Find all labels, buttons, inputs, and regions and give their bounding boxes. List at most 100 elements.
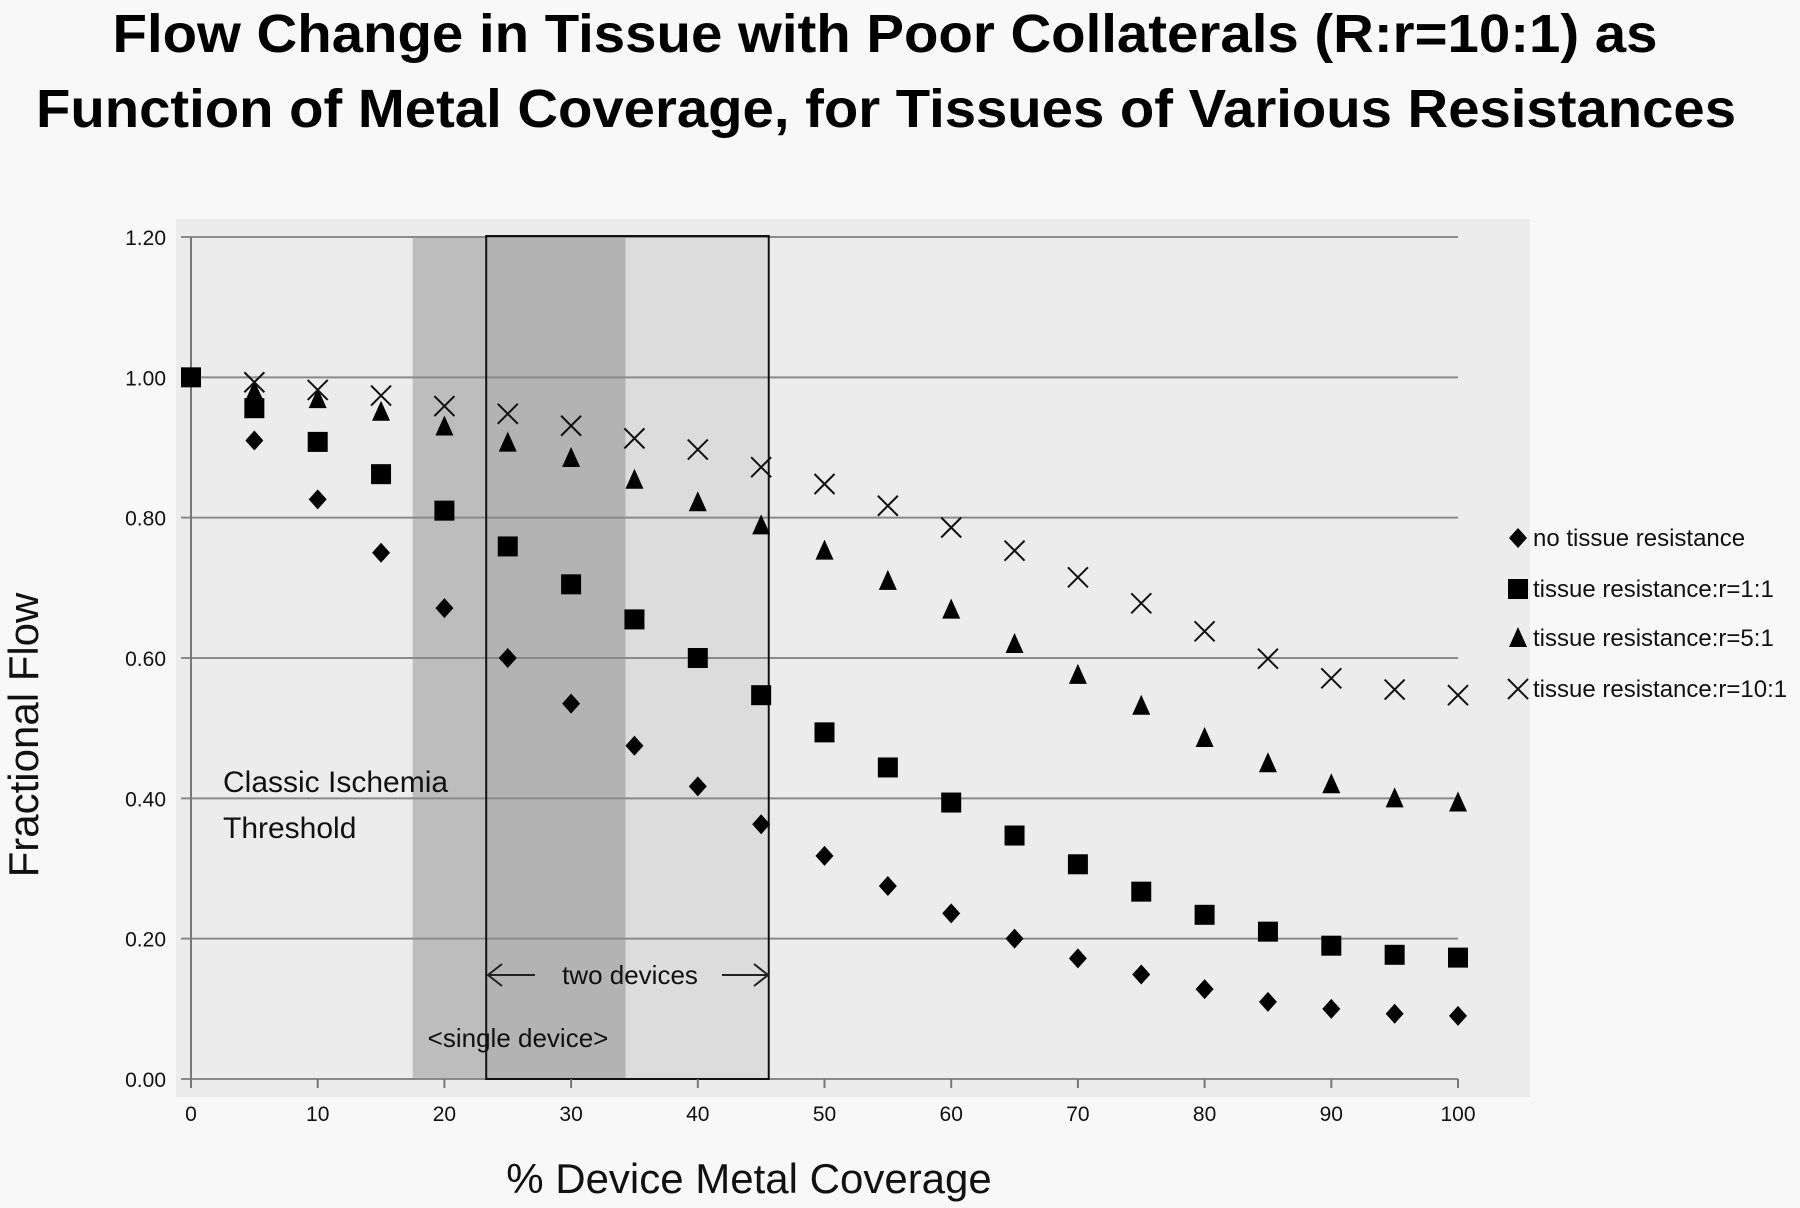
data-point-x xyxy=(1320,667,1343,690)
data-point-square xyxy=(434,500,455,521)
data-point-diamond xyxy=(1132,964,1151,985)
x-tick-label: 60 xyxy=(940,1103,963,1126)
data-point-x xyxy=(623,427,646,450)
data-point-diamond xyxy=(1449,1005,1467,1026)
data-points xyxy=(181,367,1469,1026)
y-tick-label: 0.00 xyxy=(125,1069,166,1092)
data-point-triangle xyxy=(878,569,897,590)
data-point-x xyxy=(497,403,519,425)
data-point-x xyxy=(370,384,392,407)
y-tick-label: 0.60 xyxy=(125,648,166,671)
y-axis-title: Fractional Flow xyxy=(0,592,47,877)
data-point-diamond xyxy=(245,430,264,451)
data-point-square xyxy=(814,722,835,743)
data-point-diamond xyxy=(688,776,707,797)
data-point-x xyxy=(1447,684,1469,706)
legend-item: tissue resistance:r=1:1 xyxy=(1508,576,1774,603)
series-diamond xyxy=(245,430,1467,1026)
data-point-diamond xyxy=(435,598,454,619)
data-point-triangle xyxy=(1449,791,1467,812)
data-point-square xyxy=(1321,935,1342,956)
data-point-x xyxy=(433,395,456,417)
data-point-x xyxy=(1383,678,1406,701)
data-point-square xyxy=(307,431,328,452)
data-point-square xyxy=(1448,947,1468,968)
data-point-square xyxy=(624,609,645,630)
x-tick-label: 30 xyxy=(559,1103,582,1126)
ischemia-threshold-label-line-2: Threshold xyxy=(223,812,356,845)
x-tick-label: 80 xyxy=(1193,1103,1216,1126)
x-tick-label: 100 xyxy=(1440,1103,1475,1126)
data-point-triangle xyxy=(815,539,834,560)
legend-item: tissue resistance:r=5:1 xyxy=(1509,625,1774,652)
arrow-left-icon xyxy=(486,963,503,987)
data-point-diamond xyxy=(372,542,391,563)
x-tick-labels: 0 10 20 30 40 50 60 70 80 90 100 xyxy=(185,1103,1475,1126)
data-point-triangle xyxy=(1258,752,1277,773)
data-point-square xyxy=(1067,854,1088,875)
data-point-diamond xyxy=(942,903,961,924)
data-point-diamond xyxy=(562,693,581,714)
data-point-square xyxy=(1131,881,1152,902)
data-point-square xyxy=(371,464,392,485)
data-point-diamond xyxy=(1258,991,1277,1012)
data-point-x xyxy=(306,379,329,401)
chart-title-line-1: Flow Change in Tissue with Poor Collater… xyxy=(113,4,1658,64)
data-point-square xyxy=(1384,944,1405,965)
data-point-square xyxy=(751,685,772,706)
legend-label: no tissue resistance xyxy=(1533,525,1745,552)
data-point-triangle xyxy=(1322,773,1341,794)
legend-marker-diamond-icon xyxy=(1509,528,1527,548)
x-tick-label: 50 xyxy=(813,1103,836,1126)
data-point-x xyxy=(1067,566,1089,589)
data-point-x xyxy=(1003,539,1026,562)
data-point-diamond xyxy=(625,735,644,756)
y-tick-label: 0.80 xyxy=(125,508,166,531)
legend-marker-square-icon xyxy=(1508,579,1528,599)
data-point-triangle xyxy=(435,415,454,436)
x-tick-label: 70 xyxy=(1066,1103,1089,1126)
legend-item: no tissue resistance xyxy=(1509,525,1745,552)
data-point-triangle xyxy=(625,468,644,489)
data-point-diamond xyxy=(1385,1003,1404,1024)
legend-marker-x-icon xyxy=(1507,678,1529,700)
data-point-diamond xyxy=(1005,928,1024,949)
data-point-triangle xyxy=(752,514,771,535)
y-tick-label: 1.00 xyxy=(125,367,166,390)
data-point-square xyxy=(687,648,708,668)
data-point-diamond xyxy=(1068,948,1087,969)
data-point-x xyxy=(750,456,772,478)
data-point-triangle xyxy=(245,380,264,401)
y-tick-label: 1.20 xyxy=(125,227,166,250)
data-point-square xyxy=(1257,921,1278,942)
y-tick-label: 0.40 xyxy=(125,788,166,811)
data-point-x xyxy=(813,473,836,495)
x-tick-label: 10 xyxy=(306,1103,329,1126)
series-square xyxy=(181,367,1468,968)
data-point-triangle xyxy=(1068,663,1087,684)
two-devices-label: two devices xyxy=(562,960,698,990)
data-point-triangle xyxy=(498,431,517,452)
legend-item: tissue resistance:r=10:1 xyxy=(1507,676,1787,703)
two-devices-annotation: two devices xyxy=(486,960,770,990)
legend-label: tissue resistance:r=10:1 xyxy=(1533,676,1787,703)
legend-label: tissue resistance:r=1:1 xyxy=(1533,576,1774,603)
data-point-diamond xyxy=(878,876,897,897)
data-point-x xyxy=(687,438,709,461)
single-device-label: <single device> xyxy=(428,1023,609,1053)
series-x xyxy=(243,371,1469,706)
data-point-x xyxy=(1193,620,1216,643)
data-point-square xyxy=(244,398,265,419)
data-point-square xyxy=(1194,904,1215,925)
x-tick-label: 20 xyxy=(433,1103,456,1126)
data-point-triangle xyxy=(942,598,961,619)
series-triangle xyxy=(245,380,1467,812)
data-point-square xyxy=(877,757,898,778)
data-point-triangle xyxy=(1385,787,1404,808)
legend-marker-triangle-icon xyxy=(1509,627,1527,647)
data-point-x xyxy=(243,371,266,393)
data-point-triangle xyxy=(562,447,581,468)
data-point-square xyxy=(181,367,201,388)
data-point-triangle xyxy=(1005,632,1024,653)
